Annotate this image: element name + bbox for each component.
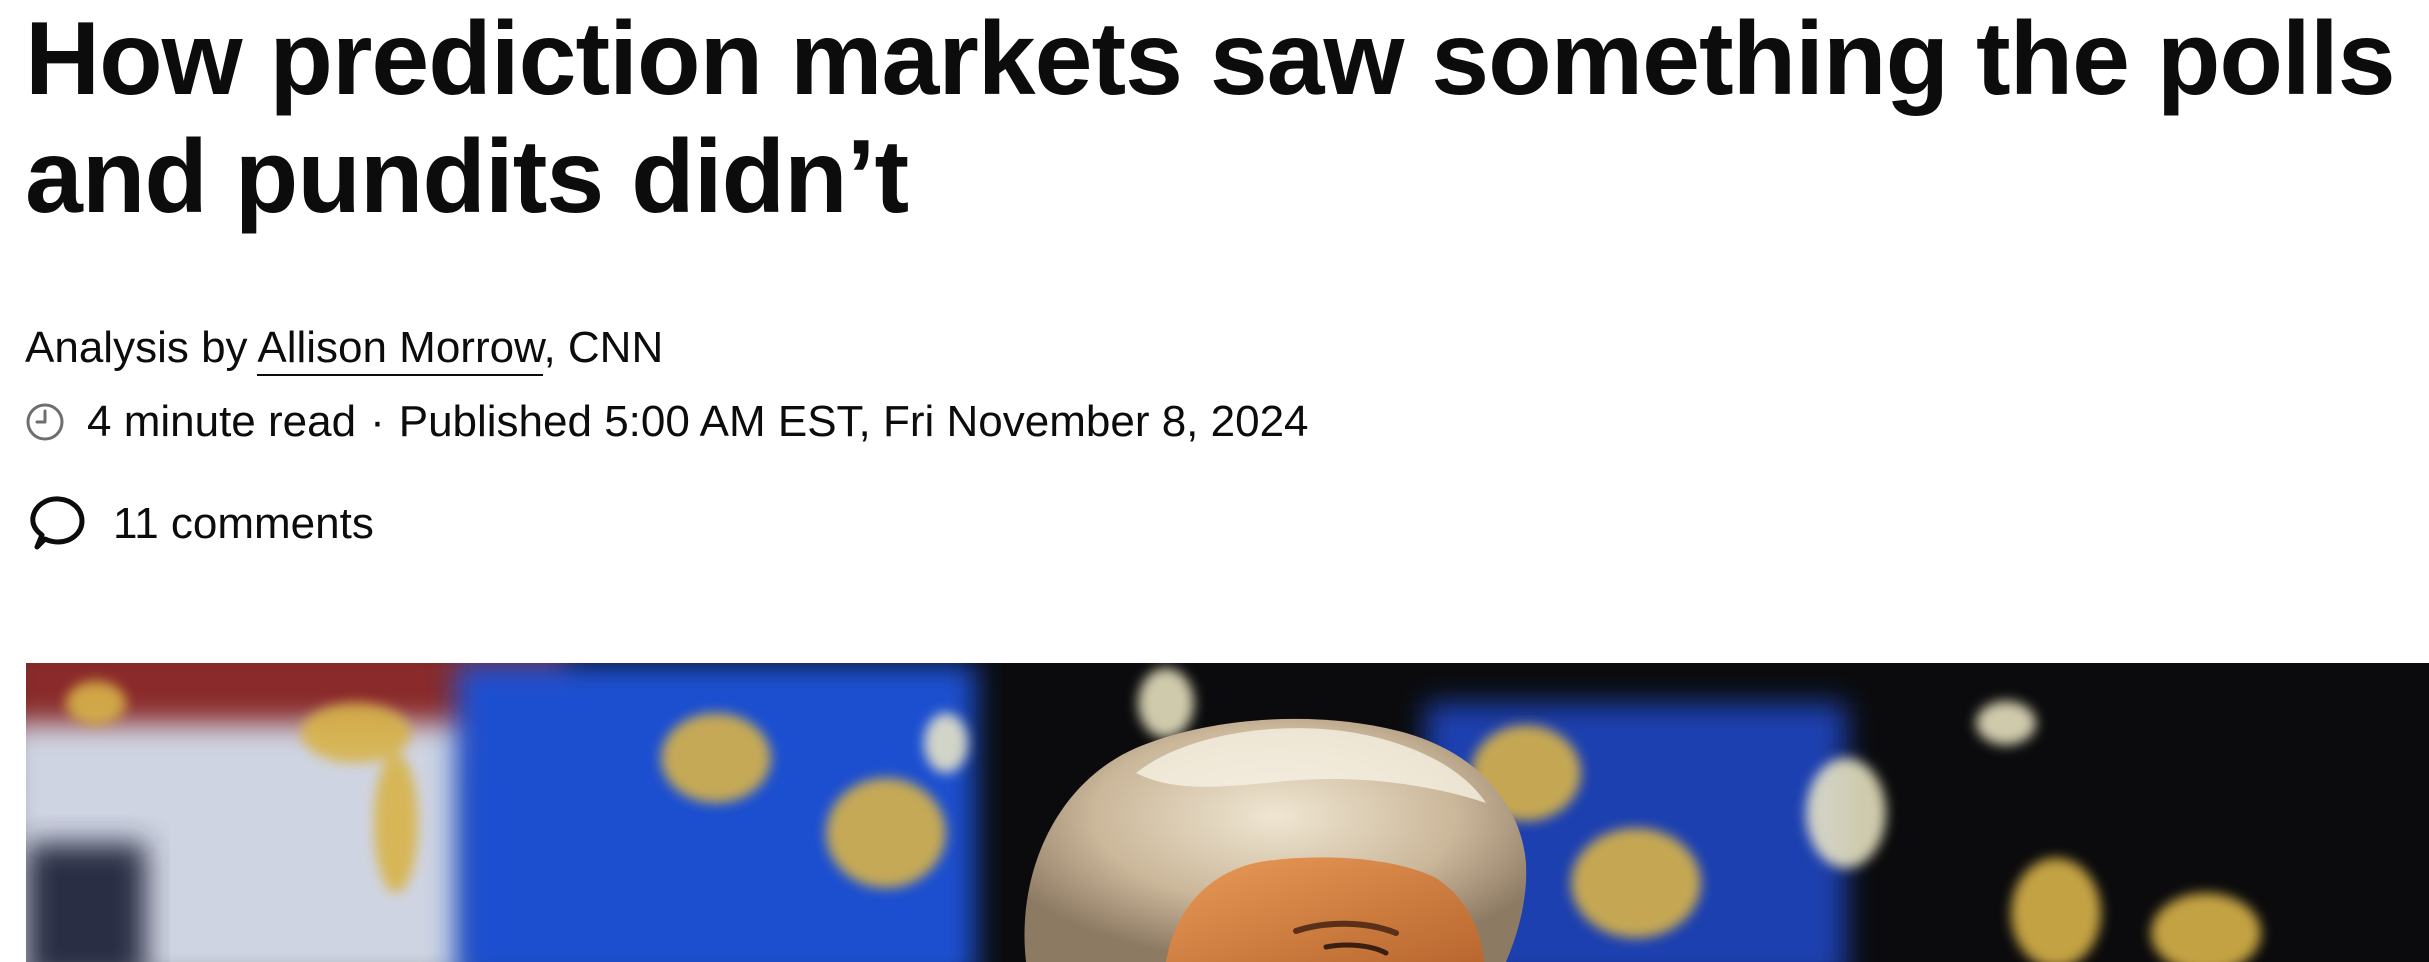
article-headline: How prediction markets saw something the… bbox=[25, 1, 2396, 235]
speech-bubble-icon[interactable] bbox=[25, 492, 89, 556]
comments-button[interactable]: 11 comments bbox=[25, 492, 374, 556]
hero-photo bbox=[26, 663, 2429, 962]
byline-suffix: , CNN bbox=[543, 323, 664, 372]
published-timestamp: Published 5:00 AM EST, Fri November 8, 2… bbox=[398, 397, 1309, 446]
hero-image bbox=[26, 663, 2429, 962]
meta-separator: · bbox=[370, 397, 385, 446]
clock-icon bbox=[26, 403, 64, 441]
comments-count[interactable]: 11 comments bbox=[113, 499, 374, 548]
read-time: 4 minute read bbox=[87, 397, 357, 446]
author-link[interactable]: Allison Morrow bbox=[257, 323, 544, 376]
byline: Analysis by Allison Morrow, CNN bbox=[25, 320, 663, 376]
article-meta: 4 minute read · Published 5:00 AM EST, F… bbox=[25, 394, 1309, 450]
byline-prefix: Analysis by bbox=[25, 323, 258, 372]
